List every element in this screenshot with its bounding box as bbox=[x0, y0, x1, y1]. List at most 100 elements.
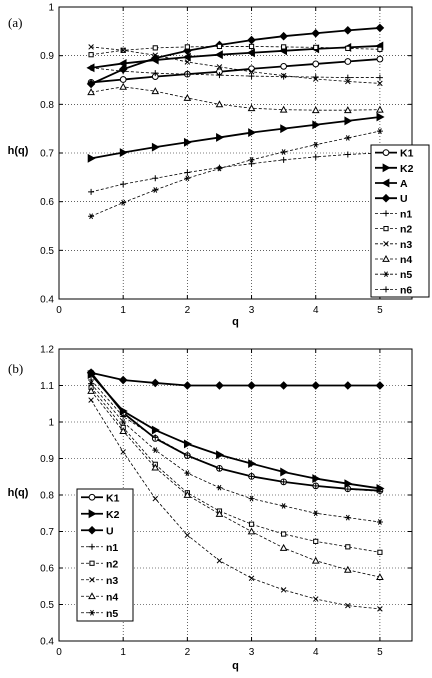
chart-panel-b: 0 1 2 3 4 5 0.4 0.5 0.6 0.7 0.8 0.9 1 1.1 1.2 q h(q) (b) K… bbox=[8, 345, 413, 672]
data-point-n1 bbox=[248, 73, 255, 80]
data-point-n2 bbox=[248, 521, 255, 527]
data-point-n3 bbox=[345, 78, 351, 85]
legend-label-K1: K1 bbox=[400, 148, 414, 160]
data-point-U bbox=[247, 35, 256, 45]
data-point-n1 bbox=[280, 73, 287, 80]
series-line-n4 bbox=[91, 86, 380, 111]
data-point-n2 bbox=[88, 52, 94, 58]
y-tick-label: 0.8 bbox=[40, 100, 54, 111]
data-point-n5 bbox=[248, 156, 255, 163]
data-point-n1 bbox=[312, 482, 319, 489]
data-point-n5 bbox=[312, 510, 319, 517]
data-point-U bbox=[86, 368, 96, 378]
series-line-K2 bbox=[90, 373, 381, 490]
data-point-n1 bbox=[184, 452, 191, 459]
data-point-n4 bbox=[215, 100, 224, 108]
data-point-n1 bbox=[344, 74, 351, 81]
data-point-n3 bbox=[152, 52, 159, 58]
legend-marker-n4 bbox=[382, 254, 390, 262]
data-point-U bbox=[311, 381, 321, 390]
series-n4 bbox=[87, 386, 384, 581]
data-point-K2 bbox=[344, 479, 353, 489]
y-tick-label: 1 bbox=[48, 418, 54, 429]
data-point-n4 bbox=[87, 88, 95, 96]
x-axis-label: q bbox=[232, 660, 239, 672]
legend-marker-n3 bbox=[89, 576, 95, 583]
data-point-n1 bbox=[248, 473, 255, 480]
x-tick-label: 2 bbox=[185, 305, 191, 316]
data-point-n2 bbox=[281, 44, 287, 50]
data-point-U bbox=[86, 79, 96, 89]
legend-marker-K2 bbox=[88, 509, 97, 519]
data-point-U bbox=[375, 381, 385, 390]
series-n4 bbox=[87, 82, 384, 114]
legend-label-n2: n2 bbox=[106, 558, 118, 570]
series-K2 bbox=[87, 112, 385, 163]
legend-marker-n2 bbox=[89, 560, 95, 566]
y-tick-label: 1.2 bbox=[40, 345, 54, 356]
data-point-n5 bbox=[152, 187, 159, 193]
data-point-n6 bbox=[248, 160, 255, 167]
data-point-n5 bbox=[248, 495, 255, 502]
data-point-n2 bbox=[216, 43, 223, 50]
legend-label-A: A bbox=[400, 178, 408, 190]
y-tick-label: 0.5 bbox=[40, 600, 54, 611]
series-line-U bbox=[90, 27, 380, 85]
legend-marker-n6 bbox=[383, 286, 389, 293]
legend-label-K2: K2 bbox=[400, 163, 414, 175]
data-point-n6 bbox=[344, 151, 351, 158]
data-point-U bbox=[375, 23, 385, 33]
data-point-n2 bbox=[313, 44, 319, 50]
data-point-n1 bbox=[280, 478, 287, 485]
data-point-n4 bbox=[119, 427, 128, 435]
data-point-K2 bbox=[216, 450, 225, 460]
data-point-n3 bbox=[248, 575, 255, 581]
series-line-K2 bbox=[90, 116, 381, 160]
legend-marker-n4 bbox=[88, 592, 96, 600]
data-point-n6 bbox=[88, 188, 95, 195]
data-point-n3 bbox=[88, 397, 94, 403]
data-point-K2 bbox=[312, 474, 321, 484]
data-point-n1 bbox=[184, 71, 191, 78]
legend-label-n2: n2 bbox=[400, 224, 412, 236]
y-tick-label: 0.8 bbox=[40, 491, 54, 502]
x-tick-label: 0 bbox=[56, 647, 62, 658]
data-point-n3 bbox=[152, 495, 159, 502]
data-point-K2 bbox=[280, 467, 289, 477]
series-line-n3 bbox=[90, 399, 380, 610]
data-point-U bbox=[279, 31, 288, 41]
legend-marker-n1 bbox=[89, 543, 95, 550]
data-point-K2 bbox=[119, 148, 128, 157]
data-point-K2 bbox=[248, 459, 257, 469]
data-point-n4 bbox=[343, 106, 352, 114]
data-point-K2 bbox=[376, 112, 385, 122]
data-point-n3 bbox=[377, 80, 383, 87]
series-line-n1 bbox=[90, 379, 380, 492]
data-point-A bbox=[118, 59, 127, 68]
legend-label-n4: n4 bbox=[400, 254, 412, 266]
data-point-U bbox=[183, 381, 192, 390]
legend-marker-K1 bbox=[382, 149, 390, 156]
data-point-K1 bbox=[248, 65, 255, 73]
data-point-n4 bbox=[183, 93, 192, 101]
data-point-K2 bbox=[183, 137, 192, 147]
legend-marker-K1 bbox=[88, 493, 96, 501]
y-axis-label: h(q) bbox=[8, 145, 29, 157]
y-tick-label: 0.6 bbox=[40, 564, 54, 575]
y-tick-label: 0.5 bbox=[40, 246, 54, 257]
data-point-n4 bbox=[119, 82, 128, 90]
data-point-n6 bbox=[280, 156, 287, 163]
x-tick-label: 1 bbox=[120, 305, 126, 316]
data-point-n2 bbox=[184, 44, 190, 50]
series-U bbox=[86, 368, 385, 390]
data-point-n5 bbox=[120, 199, 127, 206]
legend-label-n3: n3 bbox=[400, 239, 412, 251]
data-point-n4 bbox=[247, 104, 256, 112]
data-point-n5 bbox=[376, 519, 383, 525]
panel-label: (a) bbox=[8, 15, 22, 30]
data-point-A bbox=[182, 52, 191, 62]
data-point-n3 bbox=[120, 47, 126, 54]
data-point-U bbox=[343, 26, 353, 35]
